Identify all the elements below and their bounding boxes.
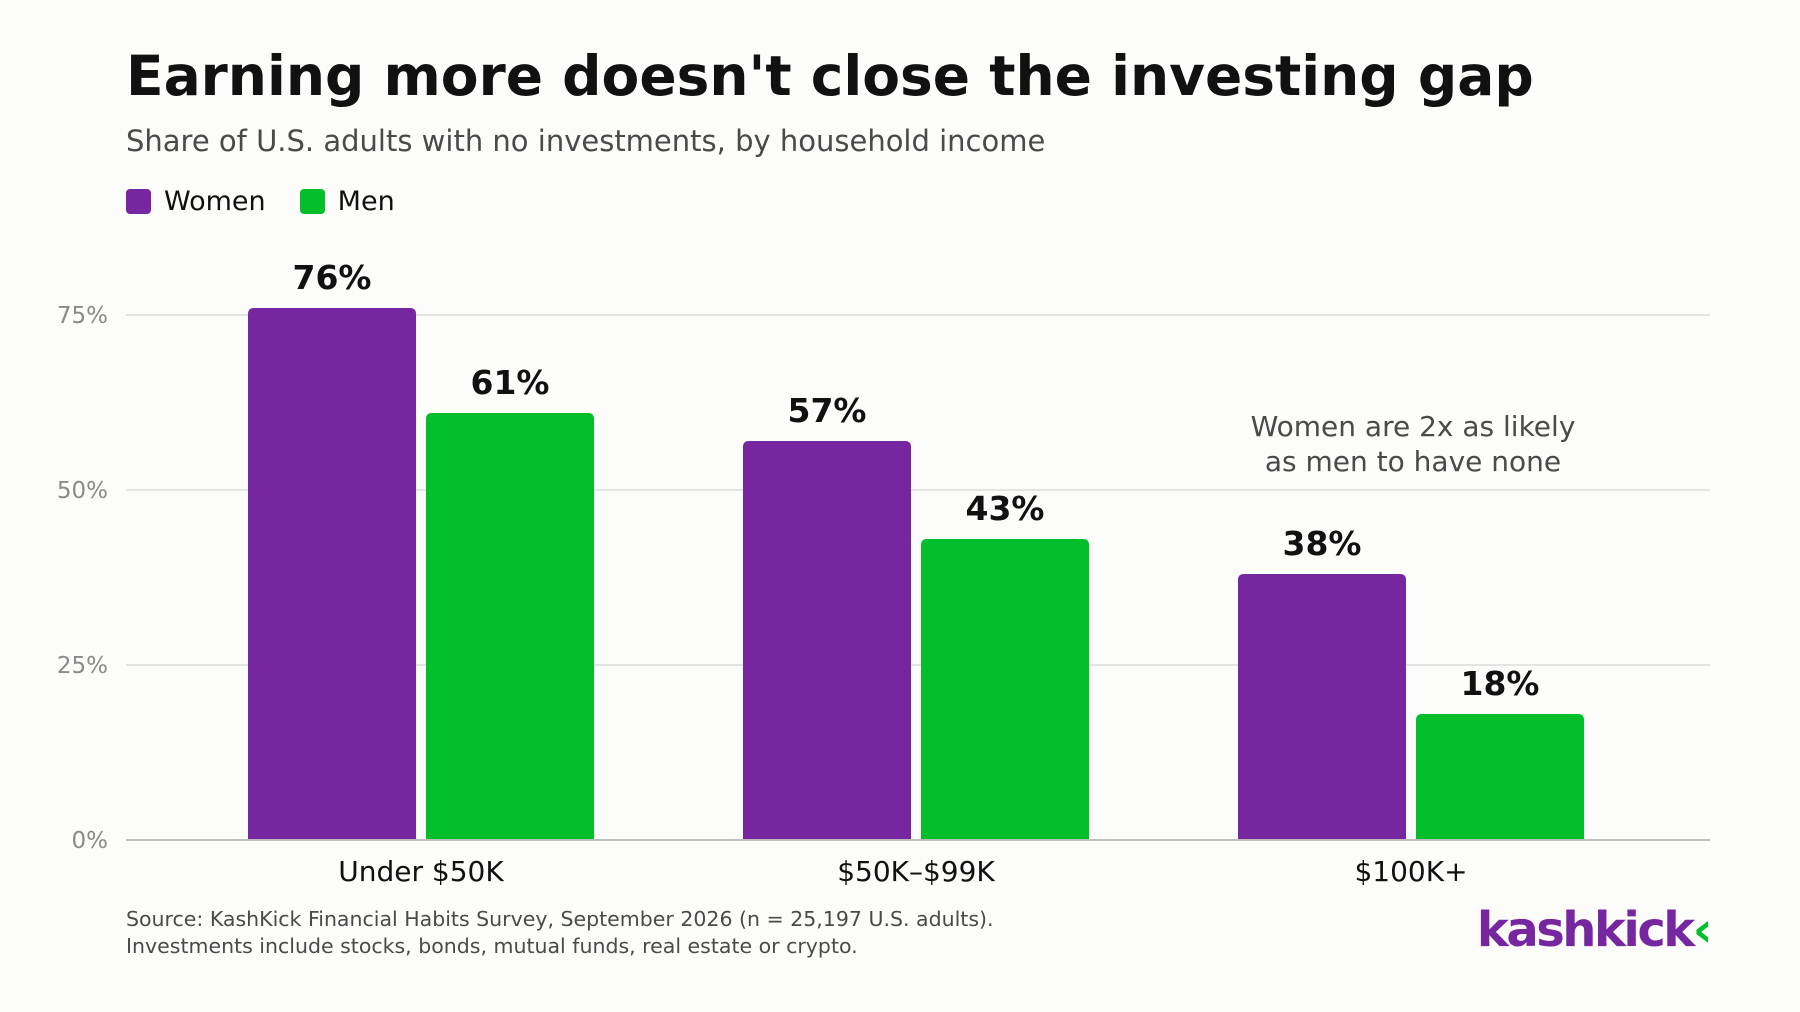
- legend: Women Men: [126, 186, 429, 217]
- logo-wordmark: kashkick: [1476, 902, 1695, 958]
- x-tick-label: $100K+: [1354, 855, 1467, 888]
- kashkick-logo: kashkick‹: [1476, 902, 1713, 958]
- bar-men: [426, 413, 594, 840]
- y-tick-label: 25%: [57, 653, 108, 679]
- legend-item-women: Women: [126, 186, 266, 217]
- annotation-line: as men to have none: [1265, 445, 1561, 478]
- source-line-2: Investments include stocks, bonds, mutua…: [126, 934, 858, 958]
- source-line-1: Source: KashKick Financial Habits Survey…: [126, 907, 994, 931]
- x-tick-label: $50K–$99K: [837, 855, 995, 888]
- bar-women: [248, 308, 416, 840]
- bar-women: [1238, 574, 1406, 840]
- chart-title: Earning more doesn't close the investing…: [126, 44, 1534, 108]
- data-label: 43%: [966, 489, 1045, 528]
- data-label: 57%: [788, 391, 867, 430]
- legend-swatch-women: [126, 189, 151, 214]
- bar-women: [743, 441, 911, 840]
- data-label: 38%: [1283, 524, 1362, 563]
- logo-mark: ‹: [1692, 902, 1713, 958]
- legend-label-women: Women: [164, 186, 266, 217]
- x-tick-label: Under $50K: [338, 855, 504, 888]
- data-label: 76%: [293, 258, 372, 297]
- data-label: 18%: [1461, 664, 1540, 703]
- legend-swatch-men: [299, 189, 325, 214]
- y-tick-label: 75%: [57, 303, 108, 329]
- y-tick-label: 50%: [57, 478, 108, 504]
- annotation-line: Women are 2x as likely: [1251, 410, 1576, 443]
- bar-men: [921, 539, 1089, 840]
- legend-label-men: Men: [337, 186, 395, 217]
- data-label: 61%: [471, 363, 550, 402]
- legend-item-men: Men: [299, 186, 395, 217]
- source-note: Source: KashKick Financial Habits Survey…: [126, 906, 994, 960]
- chart-subtitle: Share of U.S. adults with no investments…: [126, 124, 1046, 158]
- y-tick-label: 0%: [72, 828, 109, 854]
- bar-men: [1416, 714, 1584, 840]
